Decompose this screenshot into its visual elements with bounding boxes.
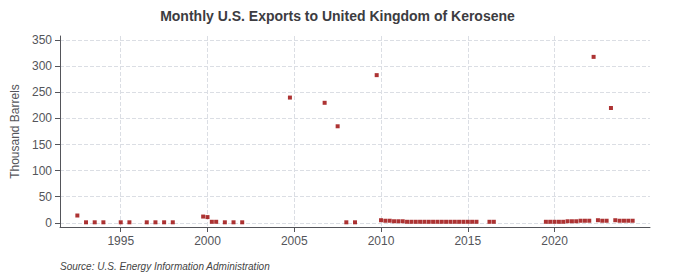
svg-text:2005: 2005 bbox=[281, 234, 308, 248]
svg-text:300: 300 bbox=[32, 59, 52, 73]
svg-text:1995: 1995 bbox=[107, 234, 134, 248]
svg-text:200: 200 bbox=[32, 111, 52, 125]
svg-text:2000: 2000 bbox=[194, 234, 221, 248]
svg-text:2020: 2020 bbox=[541, 234, 568, 248]
svg-text:0: 0 bbox=[45, 216, 52, 230]
svg-text:2015: 2015 bbox=[454, 234, 481, 248]
svg-text:Thousand Barrels: Thousand Barrels bbox=[8, 84, 22, 179]
svg-text:100: 100 bbox=[32, 164, 52, 178]
svg-text:350: 350 bbox=[32, 33, 52, 47]
svg-text:250: 250 bbox=[32, 85, 52, 99]
svg-text:Source: U.S. Energy Informatio: Source: U.S. Energy Information Administ… bbox=[60, 261, 270, 272]
svg-text:Monthly U.S. Exports to United: Monthly U.S. Exports to United Kingdom o… bbox=[160, 8, 515, 24]
svg-text:150: 150 bbox=[32, 138, 52, 152]
svg-text:50: 50 bbox=[39, 190, 53, 204]
svg-text:2010: 2010 bbox=[368, 234, 395, 248]
